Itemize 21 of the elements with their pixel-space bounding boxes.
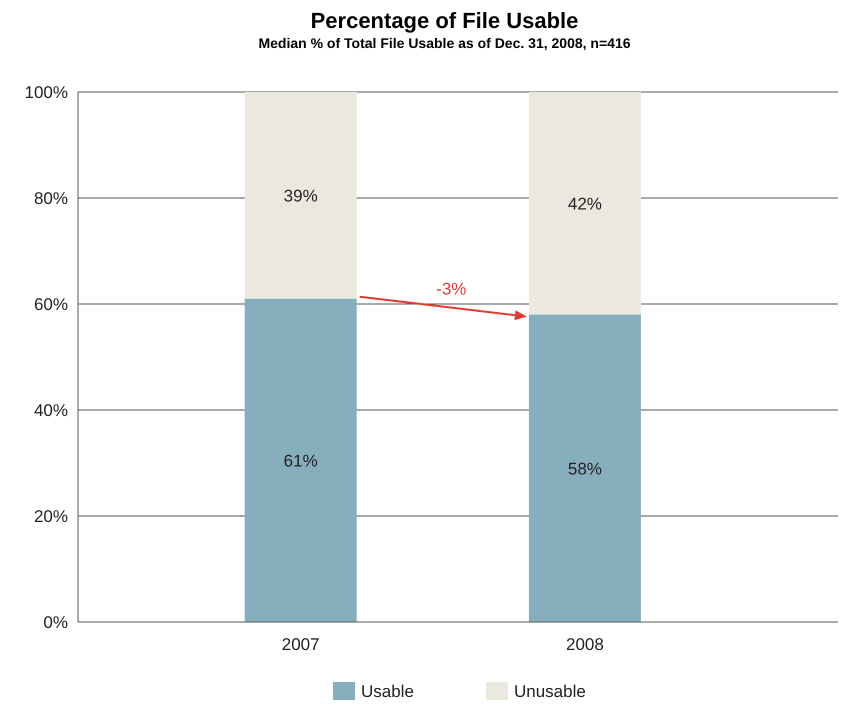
data-label: 58%: [568, 459, 602, 478]
legend-label: Usable: [361, 682, 414, 701]
x-tick-label: 2007: [282, 635, 320, 654]
bar: [528, 314, 641, 622]
bar: [528, 92, 641, 315]
y-tick-label: 20%: [34, 507, 68, 526]
bar: [244, 298, 357, 622]
y-tick-label: 80%: [34, 189, 68, 208]
y-tick-label: 100%: [24, 83, 68, 102]
x-tick-label: 2008: [566, 635, 604, 654]
annotation: -3%: [436, 280, 466, 299]
y-tick-label: 60%: [34, 295, 68, 314]
chart-title: Percentage of File Usable: [310, 8, 578, 33]
bar: [244, 92, 357, 299]
data-label: 42%: [568, 194, 602, 214]
y-tick-label: 0%: [43, 613, 68, 632]
chart-subtitle: Median % of Total File Usable as of Dec. 31, 2008, n=416: [258, 35, 631, 51]
data-label: 39%: [284, 186, 318, 206]
data-label: 61%: [284, 451, 318, 470]
legend-label: Unusable: [514, 682, 586, 701]
y-tick-label: 40%: [34, 401, 68, 420]
